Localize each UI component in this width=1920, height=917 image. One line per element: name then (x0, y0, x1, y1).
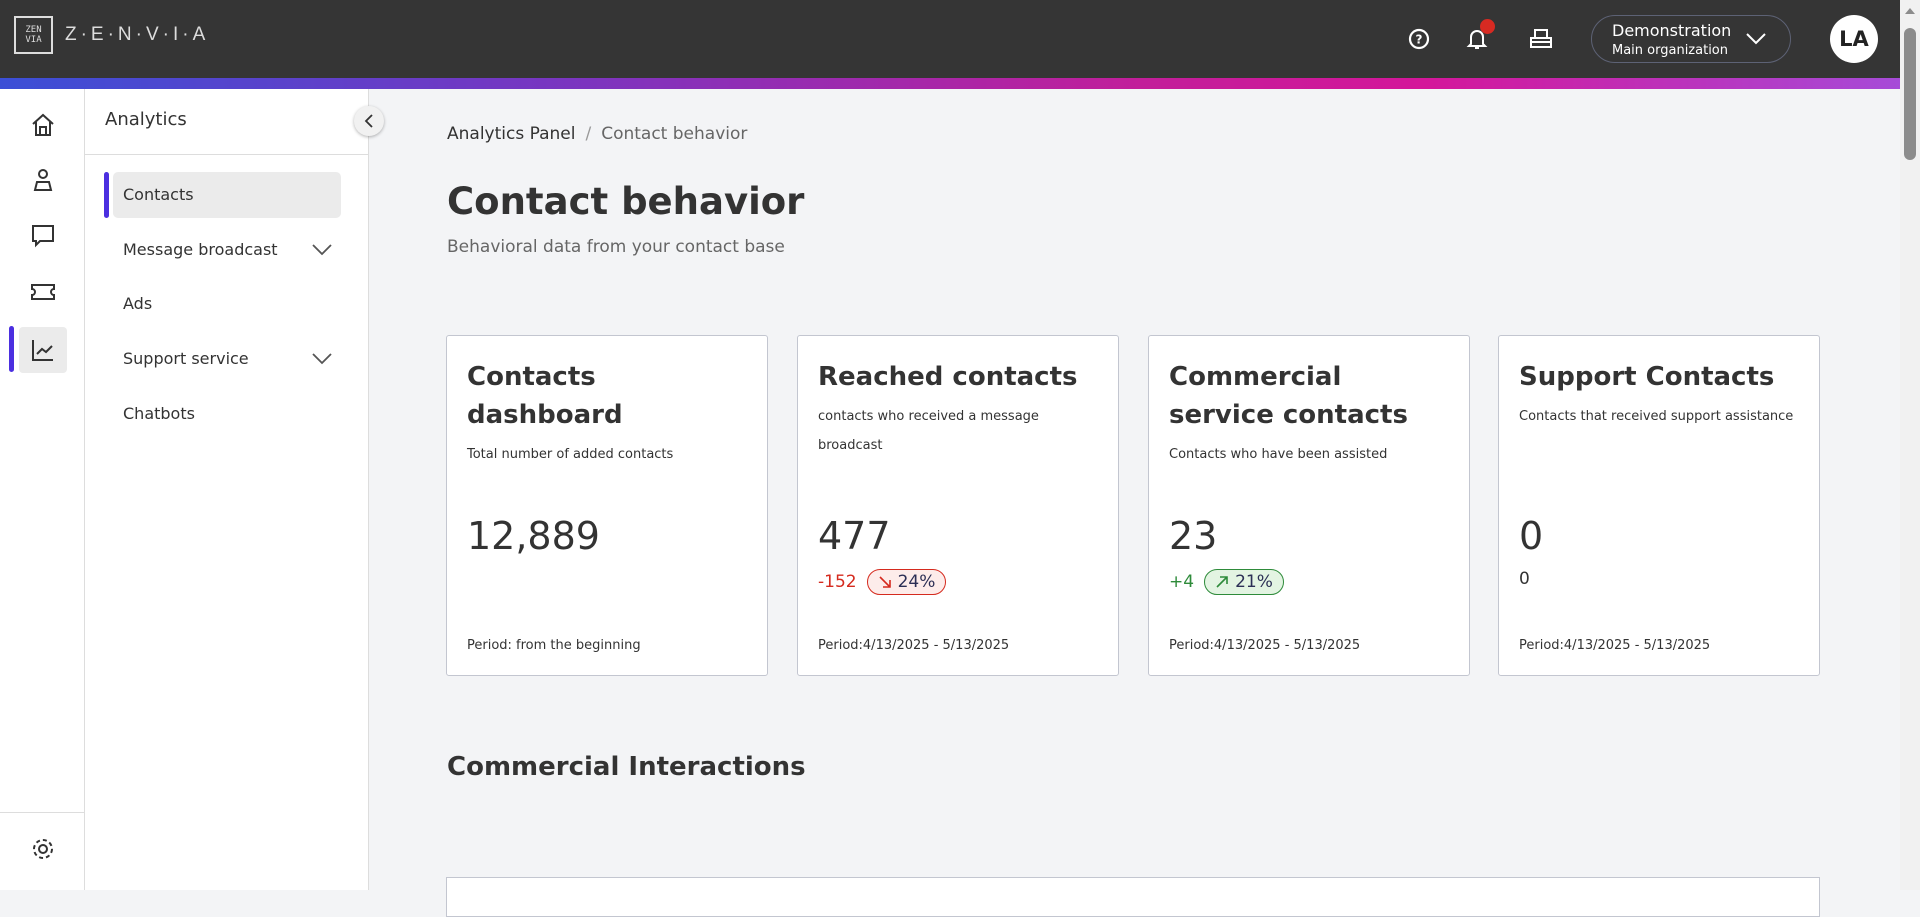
trend-badge: 24% (866, 569, 947, 595)
commercial-service-contacts-card: Commercial service contacts Contacts who… (1148, 335, 1470, 676)
svg-text:?: ? (1416, 33, 1423, 47)
page-subtitle: Behavioral data from your contact base (447, 237, 785, 257)
breadcrumb: Analytics Panel / Contact behavior (447, 124, 747, 144)
ticket-icon[interactable] (22, 271, 64, 313)
card-value: 23 (1169, 514, 1218, 558)
collapse-sidebar-button[interactable] (354, 106, 384, 136)
chevron-down-icon (312, 244, 332, 256)
avatar[interactable]: LA (1830, 15, 1878, 63)
scrollbar-thumb[interactable] (1904, 28, 1916, 160)
notification-badge (1480, 19, 1495, 34)
analytics-icon[interactable] (19, 327, 67, 373)
active-indicator (9, 326, 14, 372)
sidebar-item-ads[interactable]: Ads (113, 281, 341, 327)
inbox-icon[interactable] (1526, 24, 1556, 54)
trend-percent: 21% (1235, 572, 1273, 592)
arrow-down-right-icon (879, 576, 891, 588)
org-subtitle: Main organization (1612, 43, 1728, 58)
breadcrumb-separator: / (585, 124, 592, 144)
support-contacts-card: Support Contacts Contacts that received … (1498, 335, 1820, 676)
page-title: Contact behavior (447, 180, 805, 223)
card-description: Total number of added contacts (467, 447, 674, 462)
chevron-left-icon (364, 114, 373, 128)
contacts-icon[interactable] (22, 159, 64, 201)
arrow-up-right-icon (1216, 576, 1228, 588)
sidebar-item-message-broadcast[interactable]: Message broadcast (113, 227, 341, 273)
card-period: Period:4/13/2025 - 5/13/2025 (818, 638, 1010, 653)
card-title: Reached contacts (818, 362, 1078, 392)
sidebar-item-label: Support service (123, 349, 249, 368)
card-period: Period:4/13/2025 - 5/13/2025 (1169, 638, 1361, 653)
sidebar-item-label: Contacts (123, 185, 194, 204)
breadcrumb-analytics-panel[interactable]: Analytics Panel (447, 124, 576, 144)
zenvia-logo[interactable]: ZEN VIA Z·E·N·V·I·A (14, 16, 209, 54)
card-description: Contacts who have been assisted (1169, 447, 1388, 462)
reached-contacts-card: Reached contacts contacts who received a… (797, 335, 1119, 676)
card-title: Commercial service contacts (1169, 362, 1408, 430)
sidebar-item-label: Chatbots (123, 404, 195, 423)
chevron-down-icon (312, 353, 332, 365)
card-title: Support Contacts (1519, 362, 1775, 392)
help-icon[interactable]: ? (1404, 24, 1434, 54)
logo-mark-icon: ZEN VIA (14, 16, 53, 54)
breadcrumb-current: Contact behavior (601, 124, 748, 144)
section-title: Commercial Interactions (447, 752, 806, 782)
card-delta: 0 (1519, 569, 1530, 589)
chevron-down-icon (1746, 33, 1766, 45)
organization-selector[interactable]: Demonstration Main organization (1591, 15, 1791, 63)
bell-icon[interactable] (1462, 24, 1492, 54)
submenu-title: Analytics (85, 89, 368, 155)
sidebar-item-contacts[interactable]: Contacts (113, 172, 341, 218)
card-title: Contacts dashboard (467, 362, 623, 430)
chat-icon[interactable] (22, 215, 64, 257)
analytics-submenu: Analytics Contacts Message broadcast Ads… (85, 89, 369, 890)
logo-text: Z·E·N·V·I·A (65, 24, 210, 45)
brand-gradient-bar (0, 78, 1900, 89)
card-period: Period: from the beginning (467, 638, 641, 653)
commercial-interactions-panel (446, 877, 1820, 917)
contacts-dashboard-card: Contacts dashboard Total number of added… (446, 335, 768, 676)
card-value: 477 (818, 514, 891, 558)
home-icon[interactable] (22, 104, 64, 146)
card-period: Period:4/13/2025 - 5/13/2025 (1519, 638, 1711, 653)
trend-badge: 21% (1204, 569, 1284, 595)
active-indicator (104, 172, 109, 218)
card-delta: -152 (818, 572, 857, 592)
card-delta: +4 (1169, 572, 1195, 592)
settings-gear-icon[interactable] (22, 828, 64, 870)
icon-rail (0, 89, 85, 890)
org-name: Demonstration (1612, 21, 1732, 40)
card-description: contacts who received a message broadcas… (818, 409, 1039, 453)
card-value: 12,889 (467, 514, 600, 558)
scroll-up-icon[interactable] (1905, 8, 1915, 14)
sidebar-item-label: Message broadcast (123, 240, 278, 259)
card-value: 0 (1519, 514, 1544, 558)
trend-percent: 24% (897, 572, 936, 592)
sidebar-item-label: Ads (123, 294, 153, 313)
sidebar-item-chatbots[interactable]: Chatbots (113, 391, 341, 437)
card-description: Contacts that received support assistanc… (1519, 409, 1794, 424)
sidebar-item-support-service[interactable]: Support service (113, 336, 341, 382)
scrollbar[interactable] (1900, 0, 1920, 890)
top-bar: ZEN VIA Z·E·N·V·I·A ? Demonstration Main … (0, 0, 1900, 78)
rail-divider (0, 812, 85, 813)
